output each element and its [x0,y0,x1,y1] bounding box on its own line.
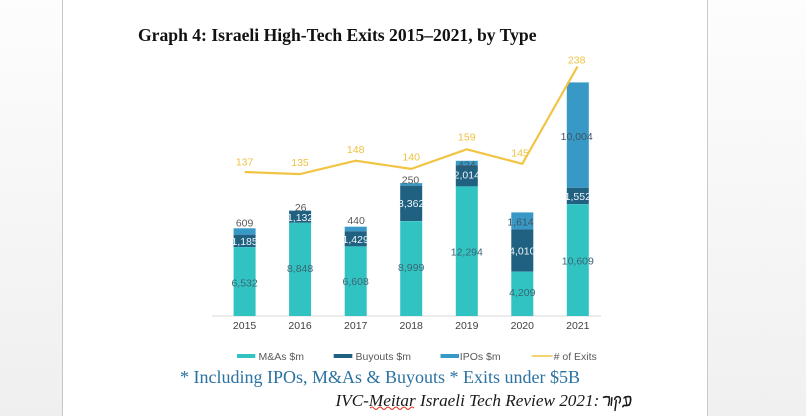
svg-text:440: 440 [347,215,365,227]
svg-text:135: 135 [291,157,309,169]
svg-text:26: 26 [295,202,307,214]
svg-text:6,608: 6,608 [343,276,369,288]
svg-text:250: 250 [402,175,420,187]
svg-text:140: 140 [402,152,420,164]
svg-text:1,552: 1,552 [565,191,591,203]
svg-text:2,014: 2,014 [454,170,480,182]
svg-text:2018: 2018 [400,320,424,332]
svg-text:4,010: 4,010 [509,246,535,258]
svg-text:609: 609 [236,217,254,229]
svg-text:4,209: 4,209 [509,287,535,299]
svg-text:3,362: 3,362 [398,198,424,210]
svg-text:M&As $m: M&As $m [259,351,305,363]
svg-text:2017: 2017 [344,320,368,332]
svg-text:6,532: 6,532 [231,278,257,290]
svg-text:137: 137 [236,157,254,169]
svg-text:1,132: 1,132 [287,212,313,224]
svg-text:10,004: 10,004 [561,131,593,143]
svg-text:2015: 2015 [233,320,257,332]
svg-text:2016: 2016 [288,320,312,332]
svg-text:1,429: 1,429 [343,234,369,246]
svg-text:2020: 2020 [511,320,535,332]
svg-text:# of Exits: # of Exits [554,351,597,363]
svg-text:148: 148 [347,144,365,156]
svg-text:8,999: 8,999 [398,262,424,274]
svg-text:2019: 2019 [455,320,479,332]
svg-text:10,609: 10,609 [562,256,594,268]
svg-text:424: 424 [458,160,476,172]
svg-text:145: 145 [511,147,529,159]
svg-text:238: 238 [568,55,586,67]
svg-text:Buyouts $m: Buyouts $m [356,351,412,363]
svg-text:1,614: 1,614 [507,216,533,228]
svg-text:1,185: 1,185 [231,236,257,248]
svg-text:12,294: 12,294 [451,247,483,259]
svg-text:8,848: 8,848 [287,263,313,275]
svg-text:2021: 2021 [566,320,590,332]
svg-text:159: 159 [458,132,476,144]
svg-text:IPOs $m: IPOs $m [460,351,501,363]
